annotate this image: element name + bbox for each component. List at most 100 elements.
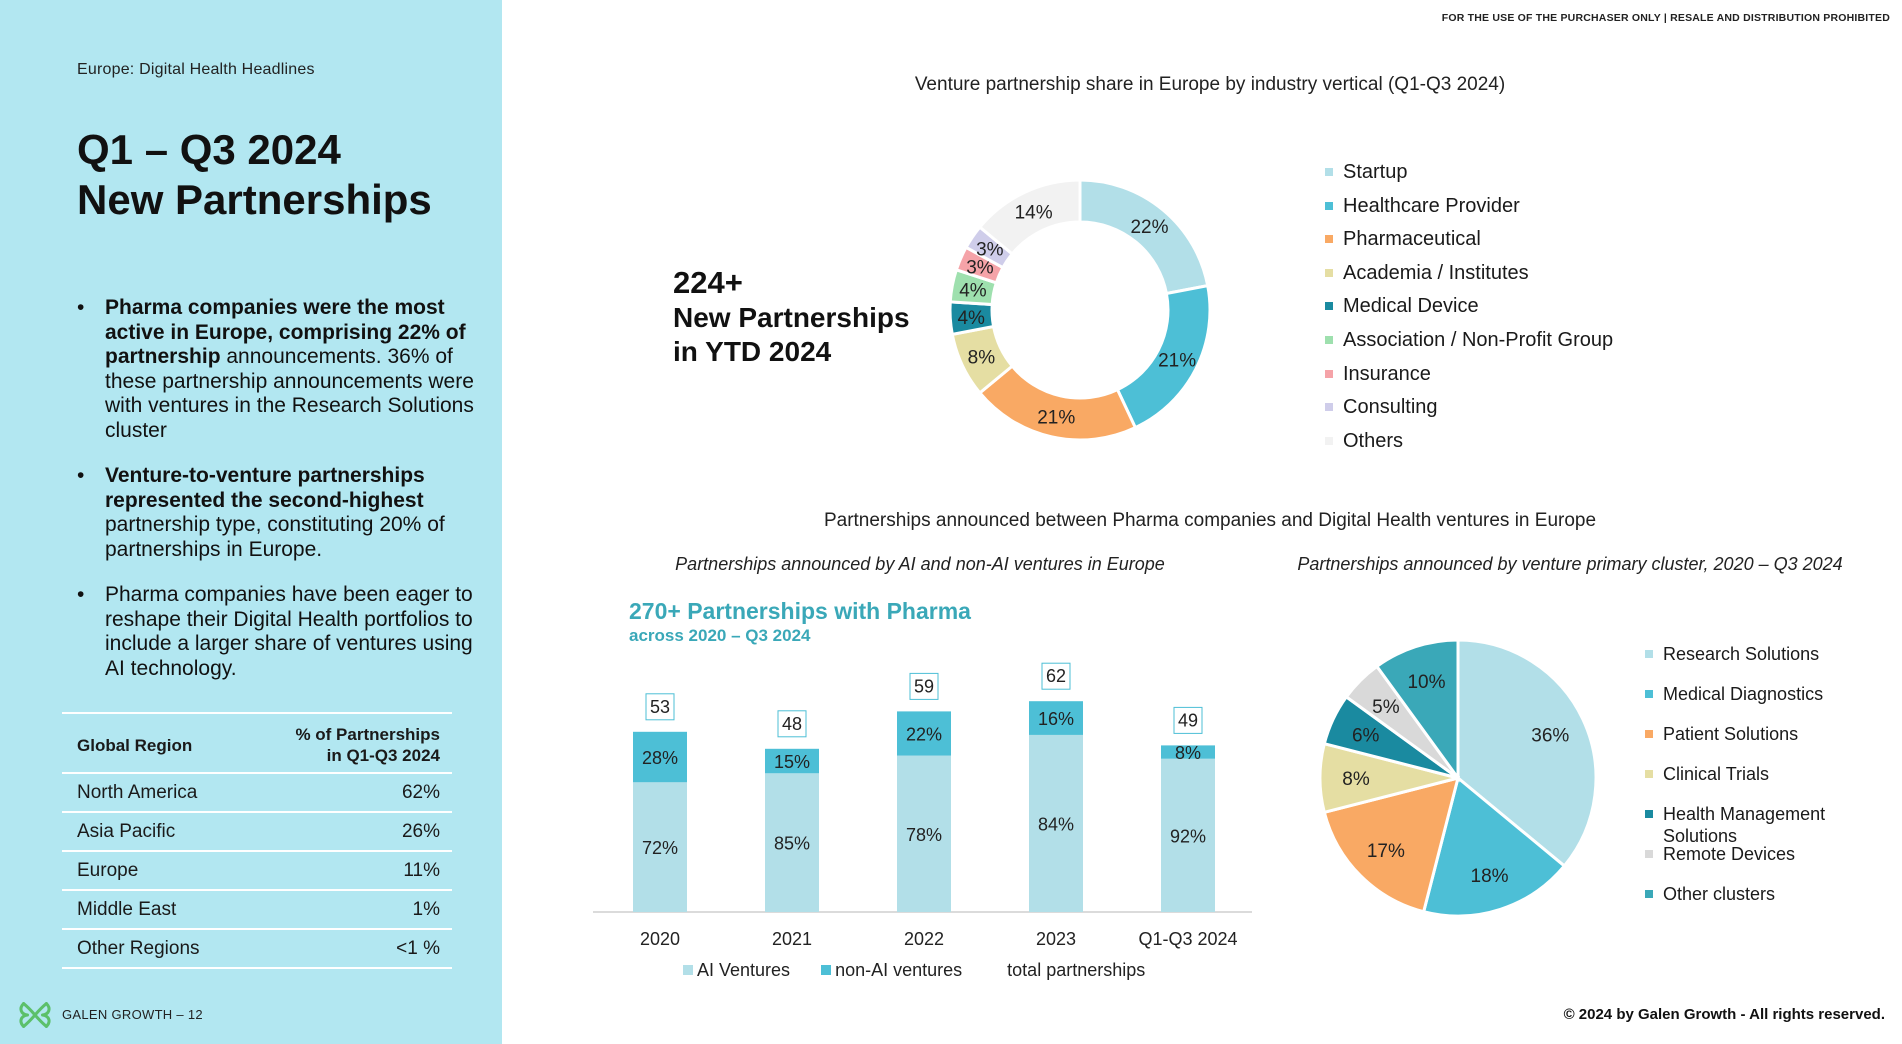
legend-item: Remote Devices [1645, 843, 1845, 883]
legend-label: Academia / Institutes [1343, 261, 1529, 284]
legend-item: Startup [1325, 160, 1613, 194]
pie-data-label: 8% [1342, 769, 1370, 790]
legend-item: Consulting [1325, 395, 1613, 429]
bar-data-label: 85% [774, 834, 810, 854]
pie-legend: Research Solutions Medical Diagnostics Pat… [1645, 643, 1845, 923]
copyright: © 2024 by Galen Growth - All rights rese… [1563, 1006, 1885, 1023]
donut-chart-title: Venture partnership share in Europe by i… [914, 74, 1506, 95]
finding-item: Pharma companies were the most active in… [77, 296, 475, 443]
legend-label: Patient Solutions [1663, 724, 1799, 744]
legend-swatch [1325, 403, 1333, 412]
bar-data-label: 28% [642, 748, 678, 768]
page-title: Q1 – Q3 2024 New Partnerships [77, 125, 432, 225]
legend-label: Clinical Trials [1663, 764, 1770, 784]
legend-swatch [1325, 201, 1333, 210]
legend-item: Healthcare Provider [1325, 194, 1613, 228]
sidebar: Europe: Digital Health Headlines Q1 – Q3… [0, 0, 502, 1044]
legend-label: Others [1343, 429, 1404, 452]
bar-data-label: 72% [642, 838, 678, 858]
donut-data-label: 21% [1158, 350, 1196, 371]
bar-data-label: 16% [1038, 709, 1074, 729]
bar-segment [633, 731, 687, 783]
total-label-box [1041, 662, 1071, 690]
legend-label: Consulting [1343, 396, 1438, 419]
bar-segment [1029, 734, 1083, 912]
legend-label: Health Management Solutions [1663, 804, 1826, 846]
bar-segment [765, 748, 819, 774]
pie-slice [1421, 775, 1567, 918]
donut-data-label: 8% [968, 347, 996, 368]
legend-swatch [1645, 690, 1653, 698]
bar-data-label: 78% [906, 825, 942, 845]
donut-data-label: 21% [1037, 407, 1075, 428]
key-findings: Pharma companies were the most active in… [77, 296, 475, 702]
legend-item: Health Management Solutions [1645, 803, 1845, 846]
bar-data-label: 15% [774, 752, 810, 772]
column-header-region: Global Region [62, 712, 236, 774]
legend-label: Medical Diagnostics [1663, 684, 1824, 704]
total-label: 49 [1178, 710, 1198, 730]
bar-segment [1029, 701, 1083, 735]
donut-data-label: 14% [1015, 202, 1053, 223]
pie-data-label: 10% [1407, 672, 1445, 693]
finding-item: Venture-to-venture partnerships represen… [77, 464, 475, 562]
bar-data-label: 84% [1038, 814, 1074, 834]
legend-item: non-AI ventures [821, 960, 962, 980]
page-title-line2: New Partnerships [77, 176, 432, 223]
total-label-box [645, 693, 675, 721]
legend-swatch [1645, 810, 1653, 818]
region-table: Global Region % of Partnerships in Q1-Q3 … [62, 712, 452, 969]
bar-segment [897, 755, 951, 912]
table-row: Other Regions <1 % [62, 929, 452, 969]
legend-item: Patient Solutions [1645, 723, 1845, 763]
legend-swatch [1645, 770, 1653, 778]
stacked-bar-chart: 72% 28% 53 2020 85% 15% 48 2021 78% 22% 59 2022 84% 1… [593, 662, 1252, 949]
bar-segment [1161, 745, 1215, 759]
callout-line1: New Partnerships [673, 302, 910, 333]
donut-data-label: 3% [976, 240, 1004, 261]
pie-slice [1322, 775, 1461, 914]
total-label-box [909, 672, 939, 700]
bar-segment [633, 782, 687, 912]
total-label-box [1173, 706, 1203, 734]
x-tick-label: 2020 [640, 929, 680, 949]
pie-data-label: 5% [1372, 697, 1400, 718]
bar-data-label: 8% [1175, 743, 1201, 763]
pie-data-label: 18% [1471, 866, 1509, 887]
legend-swatch [1325, 436, 1333, 445]
disclaimer: FOR THE USE OF THE PURCHASER ONLY | RESA… [1441, 12, 1890, 24]
total-label: 48 [782, 714, 802, 734]
legend-swatch [821, 965, 832, 975]
total-label: 62 [1046, 666, 1066, 686]
bar-data-label: 22% [906, 724, 942, 744]
legend-item: Association / Non-Profit Group [1325, 328, 1613, 362]
pie-slice [1374, 638, 1460, 783]
bar-segment [765, 773, 819, 912]
bar-highlight-line2: across 2020 – Q3 2024 [629, 626, 811, 645]
pie-data-label: 17% [1367, 841, 1405, 862]
page-number: GALEN GROWTH – 12 [62, 1007, 203, 1022]
breadcrumb: Europe: Digital Health Headlines [77, 61, 315, 78]
table-row: Asia Pacific 26% [62, 812, 452, 852]
legend-label: Healthcare Provider [1343, 194, 1520, 217]
legend-swatch [683, 965, 693, 975]
finding-item: Pharma companies have been eager to resh… [77, 583, 475, 681]
legend-swatch [1645, 730, 1653, 738]
x-tick-label: 2021 [772, 929, 812, 949]
callout-count: 224+ [673, 265, 743, 300]
donut-slice [977, 178, 1082, 257]
legend-item: Clinical Trials [1645, 763, 1845, 803]
bar-data-label: 92% [1170, 826, 1206, 846]
total-label: 59 [914, 676, 934, 696]
legend-label: Association / Non-Profit Group [1343, 328, 1614, 351]
x-tick-label: Q1-Q3 2024 [1138, 929, 1237, 949]
pie-chart-subtitle: Partnerships announced by venture primar… [1297, 554, 1843, 574]
legend-label: Insurance [1343, 362, 1431, 385]
legend-swatch [1325, 168, 1333, 176]
x-tick-label: 2023 [1036, 929, 1076, 949]
legend-item: Insurance [1325, 362, 1613, 396]
bar-segment [897, 711, 951, 756]
total-label: 53 [650, 697, 670, 717]
legend-item: total partnerships [1007, 960, 1146, 980]
table-row: North America 62% [62, 773, 452, 813]
